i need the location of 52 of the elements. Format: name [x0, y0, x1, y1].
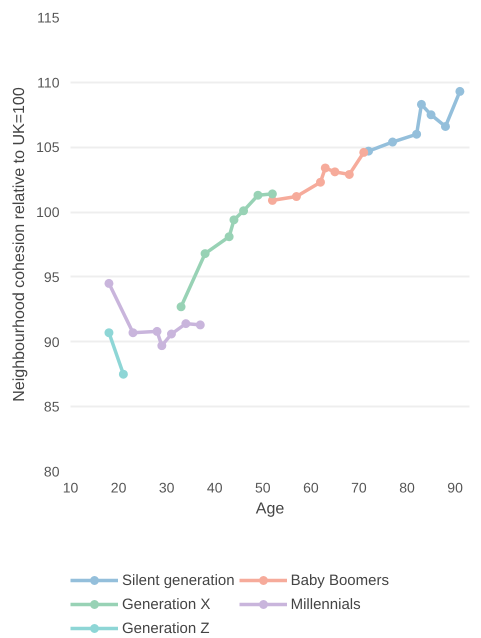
point	[176, 302, 186, 312]
x-tick-label: 70	[351, 480, 367, 496]
y-tick-label: 80	[44, 464, 60, 480]
point	[128, 328, 138, 338]
point	[316, 178, 325, 187]
point	[104, 328, 114, 338]
y-axis-title: Neighbourhood cohesion relative to UK=100	[11, 87, 28, 402]
x-tick-label: 20	[110, 480, 127, 496]
legend-label: Generation X	[122, 596, 210, 612]
point	[239, 206, 248, 216]
x-tick-label: 50	[255, 480, 271, 496]
legend-label: Generation Z	[122, 620, 210, 636]
point	[455, 86, 464, 96]
point	[118, 370, 128, 379]
point	[412, 130, 422, 139]
x-tick-label: 80	[399, 480, 416, 496]
y-tick-label: 85	[44, 398, 60, 415]
legend-label: Silent generation	[122, 572, 235, 588]
point	[268, 189, 277, 198]
y-tick-label: 90	[44, 334, 60, 350]
point	[196, 320, 205, 330]
x-tick-label: 30	[158, 480, 175, 496]
point	[330, 167, 340, 176]
point	[166, 330, 176, 338]
point	[253, 190, 262, 200]
point	[229, 215, 238, 224]
point	[416, 100, 426, 109]
point	[440, 122, 450, 131]
legend-label: Millennials	[290, 596, 361, 612]
legend-label: Baby Boomers	[290, 572, 389, 588]
point	[292, 192, 301, 201]
point	[388, 138, 398, 147]
point	[426, 110, 436, 120]
x-axis-title: Age	[256, 500, 284, 518]
point	[359, 148, 368, 157]
y-tick-label: 110	[37, 74, 60, 90]
x-tick-label: 60	[303, 480, 319, 496]
y-tick-label: 95	[44, 268, 60, 285]
x-tick-label: 40	[206, 480, 223, 496]
point	[104, 278, 114, 288]
point	[200, 249, 210, 258]
point	[181, 319, 190, 328]
y-tick-label: 105	[36, 139, 60, 156]
point	[224, 232, 234, 242]
y-tick-label: 115	[37, 10, 60, 26]
point	[157, 341, 166, 350]
point	[320, 163, 330, 172]
point	[344, 170, 354, 179]
x-tick-label: 90	[447, 480, 464, 496]
x-tick-label: 10	[62, 480, 78, 496]
point	[152, 326, 162, 336]
y-tick-label: 100	[36, 204, 60, 220]
